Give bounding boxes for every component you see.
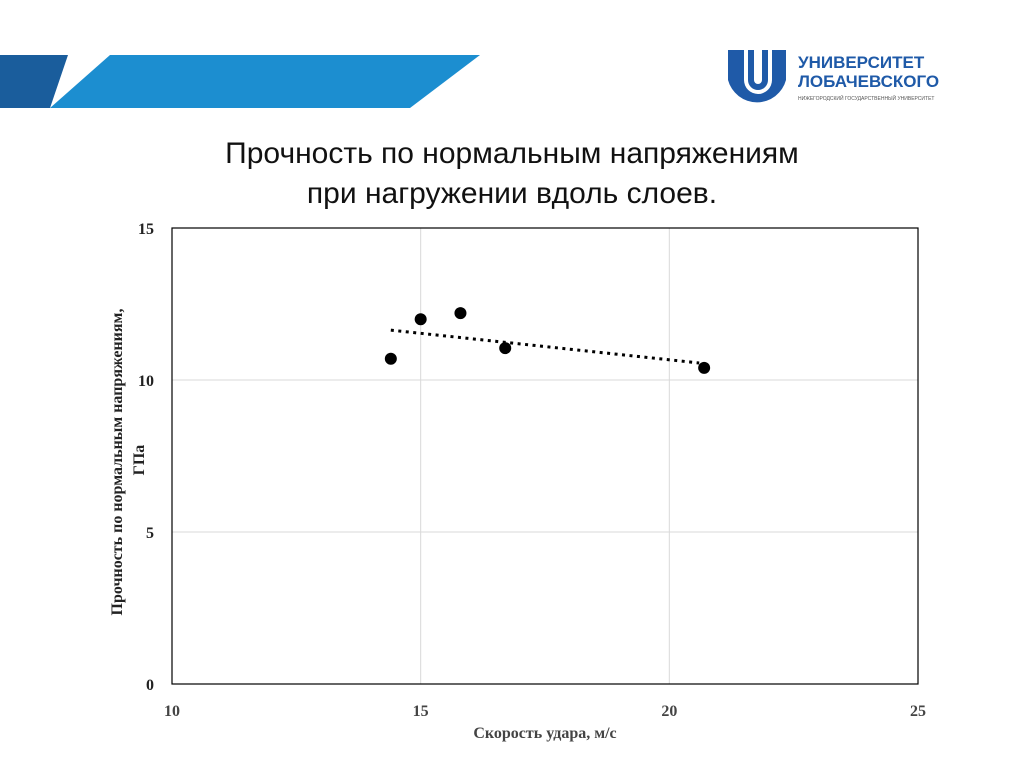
data-point xyxy=(499,342,512,355)
data-point xyxy=(698,361,711,374)
x-tick-label: 10 xyxy=(164,703,180,720)
logo-line2: ЛОБАЧЕВСКОГО xyxy=(798,72,939,91)
title-line2: при нагружении вдоль слоев. xyxy=(306,177,718,210)
x-tick-label: 15 xyxy=(413,703,429,720)
y-tick-label: 5 xyxy=(146,525,154,542)
logo-line1: УНИВЕРСИТЕТ xyxy=(798,53,925,72)
header-banner xyxy=(0,55,480,108)
logo-u-icon xyxy=(728,50,786,103)
y-tick-label: 10 xyxy=(138,373,154,390)
y-tick-label: 15 xyxy=(138,221,154,238)
y-axis-label-line2: ГПа xyxy=(131,445,148,476)
x-tick-label: 20 xyxy=(661,703,677,720)
y-tick-label: 0 xyxy=(146,677,154,694)
banner-light-stripe xyxy=(50,55,480,108)
banner-dark-stripe xyxy=(0,55,68,108)
slide-title: Прочность по нормальным напряжениям при … xyxy=(0,134,1024,214)
x-tick-label: 25 xyxy=(910,703,926,720)
trendline xyxy=(390,328,700,365)
data-point xyxy=(454,307,467,320)
title-line1: Прочность по нормальным напряжениям xyxy=(225,137,799,170)
data-point xyxy=(384,352,397,365)
plot-area-border xyxy=(171,227,919,685)
y-axis-label: Прочность по нормальным напряжениям, ГПа xyxy=(109,305,148,616)
data-point xyxy=(414,313,427,326)
university-logo: УНИВЕРСИТЕТ ЛОБАЧЕВСКОГО НИЖЕГОРОДСКИЙ Г… xyxy=(728,50,939,103)
x-axis-label: Скорость удара, м/с xyxy=(473,725,616,742)
logo-line3: НИЖЕГОРОДСКИЙ ГОСУДАРСТВЕННЫЙ УНИВЕРСИТЕ… xyxy=(798,94,934,102)
y-axis-label-line1: Прочность по нормальным напряжениям, xyxy=(109,309,126,616)
